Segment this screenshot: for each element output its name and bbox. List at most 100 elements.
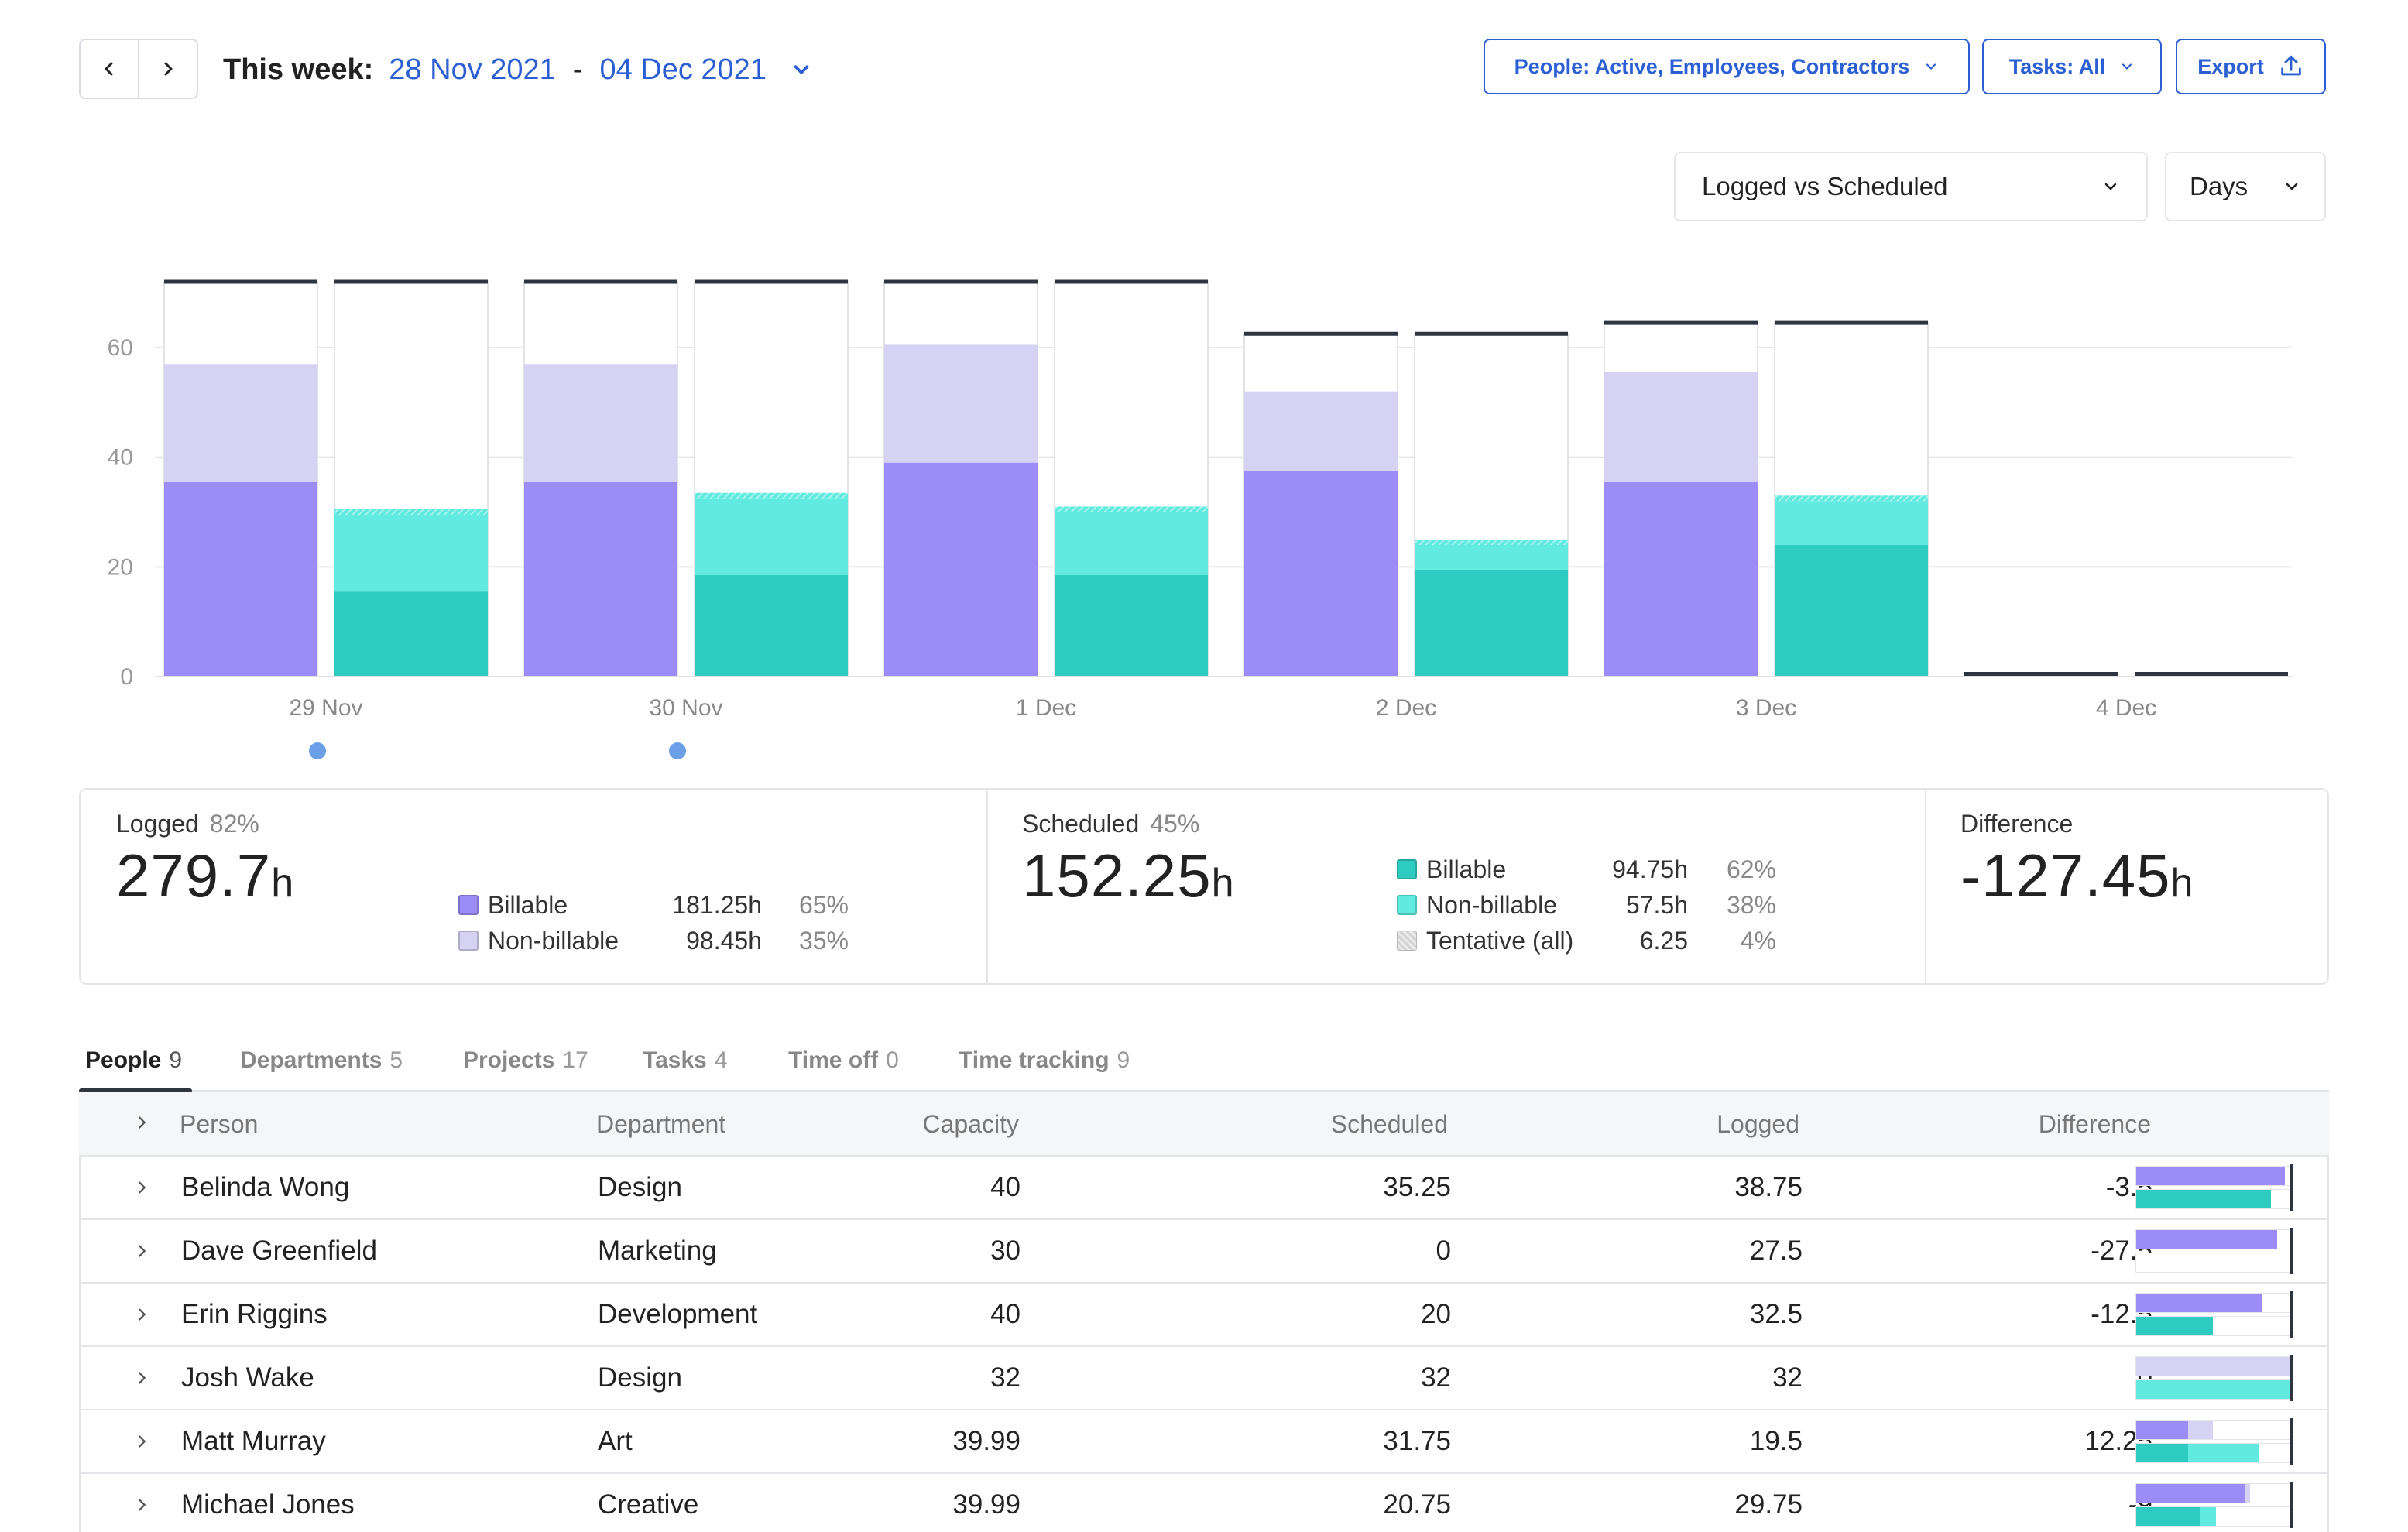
table-row[interactable]: Michael Jones Creative 39.99 20.75 29.75 -9 — [81, 1474, 2327, 1532]
minibar-fill — [2136, 1317, 2213, 1335]
report-mode-value: Logged vs Scheduled — [1702, 172, 1948, 200]
column-scheduled[interactable]: Scheduled — [1330, 1109, 1448, 1138]
granularity-value: Days — [2190, 172, 2248, 200]
minibar-track — [2135, 1253, 2290, 1273]
day-marker-dot — [669, 742, 686, 759]
tasks-filter-label: Tasks: All — [2008, 54, 2106, 78]
person-name[interactable]: Belinda Wong — [181, 1172, 350, 1202]
report-tabs: People 9 Departments 5 Projects 17 Tasks 4 T… — [79, 1030, 2329, 1093]
chevron-right-icon — [139, 1435, 146, 1448]
tab-departments[interactable]: Departments 5 — [240, 1030, 403, 1092]
expand-row-button[interactable] — [133, 1410, 150, 1472]
expand-row-button[interactable] — [133, 1474, 150, 1532]
department-cell: Marketing — [598, 1236, 717, 1266]
start-date[interactable]: 28 Nov 2021 — [389, 53, 556, 86]
person-name[interactable]: Matt Murray — [181, 1426, 326, 1456]
date-range-picker[interactable]: This week: 28 Nov 2021 - 04 Dec 2021 — [223, 48, 813, 91]
tab-time-tracking[interactable]: Time tracking 9 — [959, 1030, 1130, 1092]
x-tick-label: 3 Dec — [1736, 695, 1796, 721]
tab-count: 0 — [886, 1047, 899, 1073]
tab-count: 9 — [169, 1047, 183, 1073]
minibar-fill — [2136, 1167, 2286, 1185]
scheduled-cell: 0 — [1436, 1236, 1451, 1266]
person-name[interactable]: Erin Riggins — [181, 1299, 328, 1329]
table-row[interactable]: Dave Greenfield Marketing 30 0 27.5 -27.5 — [81, 1220, 2327, 1284]
tab-projects[interactable]: Projects 17 — [463, 1030, 588, 1092]
prev-week-button[interactable] — [81, 40, 138, 98]
minibar-capacity-marker — [2290, 1355, 2293, 1401]
table-row[interactable]: Josh Wake Design 32 32 32 0 — [81, 1347, 2327, 1410]
x-tick-label: 29 Nov — [289, 695, 362, 721]
chevron-right-icon — [139, 1245, 146, 1257]
person-name[interactable]: Michael Jones — [181, 1489, 355, 1520]
granularity-select[interactable]: Days — [2165, 152, 2326, 221]
legend-row: Non-billable 98.45h 35% — [458, 923, 849, 958]
people-filter-dropdown[interactable]: People: Active, Employees, Contractors — [1484, 39, 1970, 94]
minibar-fill — [2136, 1357, 2290, 1376]
capacity-cell: 30 — [990, 1236, 1020, 1266]
export-label: Export — [2197, 54, 2264, 78]
bar-logged-billable — [884, 462, 1038, 677]
expand-row-button[interactable] — [133, 1157, 150, 1218]
column-person[interactable]: Person — [180, 1109, 259, 1138]
expand-row-button[interactable] — [133, 1220, 150, 1282]
tab-people[interactable]: People 9 — [85, 1030, 182, 1092]
minibar-fill — [2188, 1444, 2259, 1462]
legend-swatch — [458, 895, 479, 915]
expand-row-button[interactable] — [133, 1284, 150, 1345]
export-button[interactable]: Export — [2176, 39, 2326, 94]
difference-cell: -12.5 — [2091, 1299, 2152, 1329]
legend-pct: 35% — [798, 926, 849, 955]
minibar-fill — [2136, 1484, 2245, 1503]
legend-row: Billable 94.75h 62% — [1397, 852, 1776, 887]
legend-pct: 62% — [1726, 855, 1776, 883]
expand-row-button[interactable] — [133, 1347, 150, 1409]
table-row[interactable]: Belinda Wong Design 40 35.25 38.75 -3.5 — [81, 1157, 2327, 1220]
table-row[interactable]: Matt Murray Art 39.99 31.75 19.5 12.25 — [81, 1410, 2327, 1474]
bar-scheduled-billable — [1775, 545, 1928, 677]
legend-name: Non-billable — [488, 926, 619, 955]
minibar-fill — [2136, 1444, 2189, 1462]
bar-logged-nonbillable — [524, 364, 677, 482]
people-filter-label: People: Active, Employees, Contractors — [1514, 54, 1910, 78]
legend-value: 94.75h — [1612, 855, 1688, 883]
table-row[interactable]: Erin Riggins Development 40 20 32.5 -12.5 — [81, 1284, 2327, 1347]
legend-name: Tentative (all) — [1426, 926, 1574, 955]
bar-scheduled-tentative — [1775, 495, 1928, 502]
scheduled-cell: 32 — [1421, 1362, 1451, 1393]
bar-scheduled-nonbillable — [1775, 501, 1928, 545]
chevron-down-icon[interactable] — [790, 58, 813, 81]
person-name[interactable]: Dave Greenfield — [181, 1236, 377, 1266]
logged-total-value: 279.7 — [116, 841, 272, 910]
logged-pct: 82% — [209, 810, 259, 838]
tab-time-off[interactable]: Time off 0 — [788, 1030, 899, 1092]
column-difference[interactable]: Difference — [2038, 1109, 2151, 1138]
scheduled-legend: Billable 94.75h 62% Non-billable 57.5h 38% Ten… — [1397, 852, 1776, 958]
difference-total: -127.45h — [1960, 841, 2194, 911]
difference-cell: -3.5 — [2105, 1172, 2152, 1202]
person-name[interactable]: Josh Wake — [181, 1362, 314, 1393]
scheduled-pct: 45% — [1150, 810, 1200, 838]
tasks-filter-dropdown[interactable]: Tasks: All — [1982, 39, 2162, 94]
y-tick-label: 0 — [120, 664, 133, 690]
scheduled-total: 152.25h — [1022, 841, 1235, 911]
logged-total-unit: h — [271, 861, 295, 906]
legend-name: Non-billable — [1426, 890, 1557, 919]
end-date[interactable]: 04 Dec 2021 — [599, 53, 767, 86]
expand-all-button[interactable] — [133, 1092, 150, 1153]
legend-name: Billable — [488, 890, 568, 919]
tab-tasks[interactable]: Tasks 4 — [643, 1030, 728, 1092]
next-week-button[interactable] — [138, 40, 197, 98]
tab-label: Time off — [788, 1047, 879, 1073]
column-logged[interactable]: Logged — [1717, 1109, 1799, 1138]
department-cell: Art — [598, 1426, 633, 1456]
minibar-fill — [2245, 1484, 2250, 1503]
legend-value: 57.5h — [1625, 890, 1688, 919]
capacity-cell: 39.99 — [952, 1426, 1020, 1456]
tab-count: 9 — [1117, 1047, 1130, 1073]
column-department[interactable]: Department — [596, 1109, 726, 1138]
column-capacity[interactable]: Capacity — [922, 1109, 1020, 1138]
bar-logged-billable — [164, 482, 317, 677]
legend-row: Tentative (all) 6.25 4% — [1397, 923, 1776, 958]
report-mode-select[interactable]: Logged vs Scheduled — [1674, 152, 2148, 221]
